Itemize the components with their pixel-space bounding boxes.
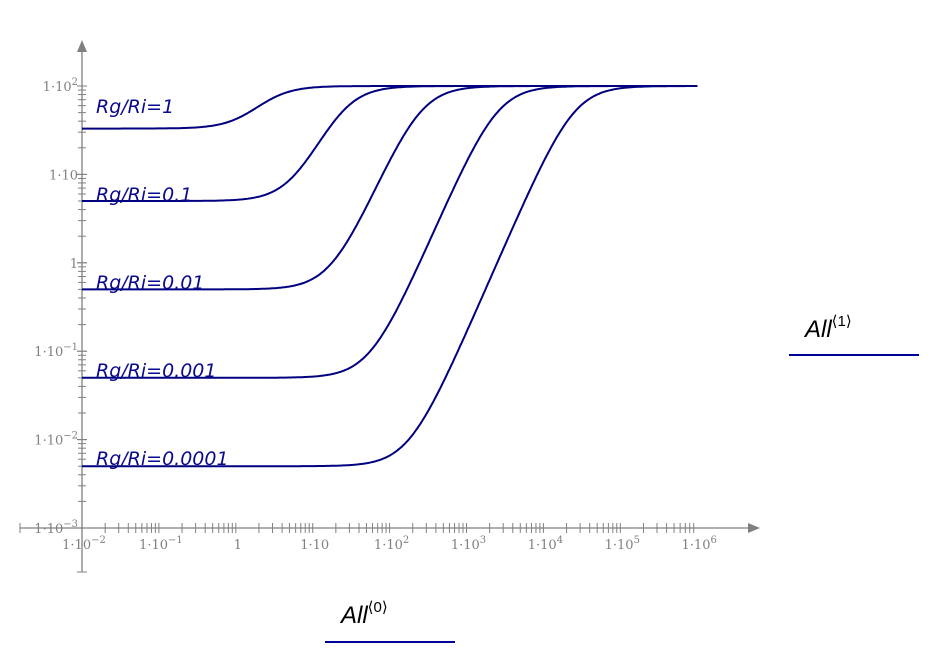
- curve-5: [82, 85, 698, 468]
- x-legend-base: All: [341, 602, 368, 629]
- x-tick-label: 1·105: [605, 535, 640, 553]
- y-legend-sup: ⟨1⟩: [831, 313, 852, 330]
- x-tick-label: 1·103: [451, 535, 486, 553]
- y-legend-base: All: [805, 316, 832, 343]
- x-axis-legend: All⟨0⟩: [341, 599, 388, 630]
- x-tick-label: 1·10−2: [62, 535, 106, 553]
- y-tick-label: 1·102: [43, 77, 78, 95]
- curve-label: Rg/Ri=1: [96, 96, 174, 118]
- x-legend-line: [325, 641, 455, 643]
- x-axis-arrow-icon: [748, 523, 760, 533]
- curve-labels: Rg/Ri=1 Rg/Ri=0.1 Rg/Ri=0.01 Rg/Ri=0.001 Rg/…: [96, 96, 229, 470]
- y-tick-label: 1: [70, 257, 78, 272]
- curve-label: Rg/Ri=0.001: [96, 360, 216, 382]
- curves: [82, 85, 698, 468]
- x-tick-label: 1·10: [300, 538, 329, 553]
- x-legend-sup: ⟨0⟩: [367, 599, 388, 616]
- y-axis-legend: All⟨1⟩: [805, 313, 852, 344]
- y-axis-arrow-icon: [77, 40, 87, 52]
- x-tick-label: 1: [234, 538, 242, 553]
- curve-label: Rg/Ri=0.0001: [96, 448, 229, 470]
- x-tick-label: 1·104: [528, 535, 563, 553]
- y-tick-label: 1·10: [49, 168, 78, 183]
- y-tick-label: 1·10−3: [34, 519, 78, 537]
- curve-4: [82, 85, 698, 379]
- y-tick-label: 1·10−2: [34, 431, 78, 449]
- y-tick-label: 1·10−1: [34, 342, 78, 360]
- curve-label: Rg/Ri=0.01: [96, 272, 204, 294]
- x-tick-label: 1·10−1: [139, 535, 183, 553]
- curve-label: Rg/Ri=0.1: [96, 184, 192, 206]
- x-tick-label: 1·106: [682, 535, 717, 553]
- y-legend-line: [789, 354, 919, 356]
- x-tick-label: 1·102: [374, 535, 409, 553]
